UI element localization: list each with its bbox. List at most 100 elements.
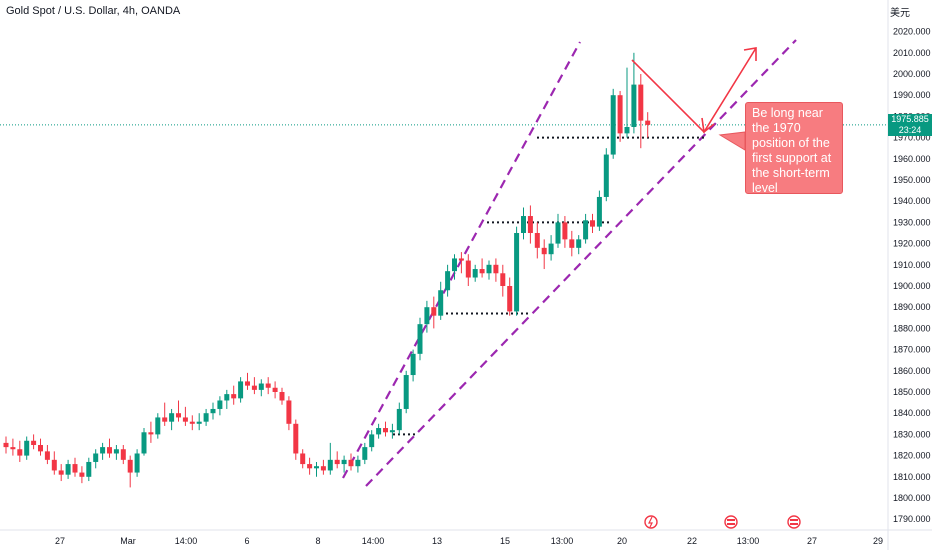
candle-body[interactable]	[258, 383, 264, 390]
candle[interactable]	[245, 372, 250, 390]
candle[interactable]	[86, 457, 92, 482]
candle-body[interactable]	[521, 216, 526, 233]
candle[interactable]	[403, 370, 409, 414]
candle-body[interactable]	[403, 375, 409, 409]
candle[interactable]	[417, 317, 423, 361]
candle[interactable]	[638, 74, 644, 149]
candle[interactable]	[555, 213, 561, 248]
candle-body[interactable]	[534, 233, 540, 248]
candle-body[interactable]	[334, 459, 340, 465]
candle[interactable]	[113, 445, 119, 460]
candle[interactable]	[355, 455, 361, 473]
candle[interactable]	[182, 406, 188, 426]
candle-body[interactable]	[638, 84, 644, 121]
candle[interactable]	[617, 90, 623, 142]
candle-body[interactable]	[645, 120, 651, 125]
candle-body[interactable]	[631, 84, 637, 127]
candle-body[interactable]	[583, 220, 589, 240]
candle[interactable]	[24, 436, 30, 460]
candle[interactable]	[307, 457, 313, 475]
support-levels[interactable]	[393, 136, 706, 436]
candle-body[interactable]	[541, 247, 547, 255]
candle-body[interactable]	[548, 243, 554, 255]
candle-body[interactable]	[617, 95, 623, 134]
candle[interactable]	[79, 466, 85, 484]
candle[interactable]	[300, 449, 306, 469]
candle[interactable]	[100, 442, 106, 460]
candle-body[interactable]	[182, 417, 188, 422]
candle-body[interactable]	[376, 428, 382, 435]
candle-body[interactable]	[10, 447, 16, 450]
candle-body[interactable]	[417, 324, 423, 354]
candle-body[interactable]	[272, 387, 278, 392]
candle[interactable]	[500, 264, 506, 297]
candle[interactable]	[189, 415, 195, 431]
candle[interactable]	[10, 438, 16, 456]
candle-body[interactable]	[493, 264, 499, 274]
candle[interactable]	[410, 349, 416, 382]
candle[interactable]	[65, 459, 71, 479]
candle-body[interactable]	[527, 216, 533, 233]
candle-body[interactable]	[265, 383, 271, 388]
candle[interactable]	[251, 377, 257, 395]
us-flag-icon[interactable]	[724, 515, 738, 529]
candle-body[interactable]	[141, 432, 147, 454]
candle-body[interactable]	[31, 440, 37, 445]
candle[interactable]	[376, 423, 382, 439]
candle-body[interactable]	[176, 413, 181, 418]
candle[interactable]	[562, 216, 568, 248]
candle[interactable]	[3, 436, 9, 454]
candle[interactable]	[445, 264, 451, 297]
candle[interactable]	[576, 235, 582, 255]
candle-body[interactable]	[238, 381, 244, 399]
candle[interactable]	[610, 88, 616, 159]
candle-body[interactable]	[58, 470, 64, 475]
candle[interactable]	[369, 430, 375, 452]
candle[interactable]	[31, 434, 37, 450]
candle-body[interactable]	[127, 459, 133, 473]
candle-body[interactable]	[134, 453, 140, 473]
candle[interactable]	[383, 421, 388, 437]
candle-body[interactable]	[203, 413, 209, 422]
candle[interactable]	[141, 428, 147, 456]
candle-body[interactable]	[396, 408, 402, 431]
candle-body[interactable]	[279, 392, 285, 401]
candle[interactable]	[93, 449, 99, 469]
candle-body[interactable]	[465, 260, 471, 278]
candle-body[interactable]	[38, 445, 43, 452]
candle[interactable]	[541, 239, 547, 270]
candle-body[interactable]	[17, 449, 23, 456]
candle[interactable]	[17, 440, 23, 462]
candle-body[interactable]	[300, 453, 306, 465]
candle-body[interactable]	[624, 127, 630, 134]
candle-body[interactable]	[603, 154, 609, 197]
lightning-icon[interactable]	[644, 515, 658, 529]
candle[interactable]	[569, 230, 575, 257]
candle[interactable]	[196, 413, 202, 431]
candle-body[interactable]	[51, 459, 57, 471]
candle-body[interactable]	[107, 447, 112, 454]
candle-body[interactable]	[320, 466, 326, 471]
candle[interactable]	[583, 213, 589, 244]
candle[interactable]	[72, 457, 78, 477]
candlesticks[interactable]	[3, 52, 651, 488]
candle[interactable]	[320, 459, 326, 475]
candle-body[interactable]	[231, 394, 237, 399]
candle-body[interactable]	[438, 290, 444, 316]
projection-arrows[interactable]	[631, 47, 757, 151]
candle[interactable]	[155, 413, 161, 439]
candle-body[interactable]	[383, 428, 388, 433]
candle-body[interactable]	[341, 459, 347, 465]
candle[interactable]	[258, 379, 264, 397]
candle-body[interactable]	[458, 258, 464, 261]
candle-body[interactable]	[169, 413, 175, 422]
candle[interactable]	[176, 400, 181, 422]
candle-body[interactable]	[410, 353, 416, 376]
candle[interactable]	[203, 408, 209, 426]
candle[interactable]	[348, 453, 354, 471]
candle[interactable]	[169, 408, 175, 431]
candle-body[interactable]	[431, 307, 437, 316]
channel-lower-line[interactable]	[365, 39, 797, 487]
